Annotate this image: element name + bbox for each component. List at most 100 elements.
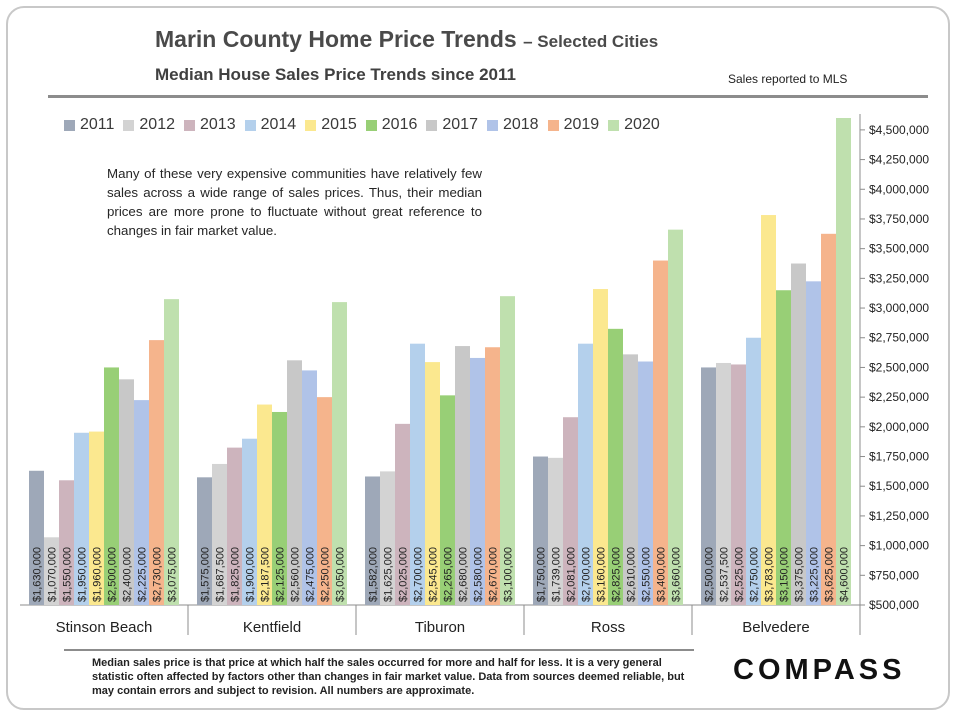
- data-label: $2,025,000: [398, 547, 410, 602]
- y-tick-label: $2,750,000: [869, 331, 929, 345]
- bar-2013: [731, 364, 746, 605]
- bar-2016: [776, 290, 791, 605]
- category-label: Kentfield: [243, 619, 301, 636]
- legend-label-2015: 2015: [321, 116, 357, 133]
- data-label: $1,550,000: [62, 547, 74, 602]
- data-label: $2,550,000: [641, 547, 653, 602]
- y-tick-label: $4,000,000: [869, 182, 929, 196]
- data-label: $3,783,000: [764, 547, 776, 602]
- data-label: $3,625,000: [824, 547, 836, 602]
- y-tick-label: $4,250,000: [869, 153, 929, 167]
- data-label: $2,081,000: [566, 547, 578, 602]
- bar-2015: [257, 404, 272, 605]
- data-label: $1,825,000: [230, 547, 242, 602]
- data-label: $1,750,000: [536, 547, 548, 602]
- y-tick-label: $3,250,000: [869, 271, 929, 285]
- y-tick-label: $2,500,000: [869, 360, 929, 374]
- page-title: Marin County Home Price Trends – Selecte…: [155, 26, 658, 53]
- legend-swatch-2017: [426, 119, 438, 131]
- data-label: $2,580,000: [473, 547, 485, 602]
- bar-2020: [836, 118, 851, 605]
- legend-label-2018: 2018: [502, 116, 539, 133]
- legend-label-2019: 2019: [563, 116, 600, 133]
- data-label: $2,610,000: [626, 547, 638, 602]
- bar-2011: [701, 367, 716, 605]
- legend-item-2012: 2012: [123, 116, 175, 134]
- bar-2015: [593, 289, 608, 605]
- data-label: $2,500,000: [704, 547, 716, 602]
- header-divider: [48, 95, 928, 98]
- footer-divider: [64, 649, 694, 651]
- bar-2018: [134, 400, 149, 605]
- y-tick-label: $3,500,000: [869, 242, 929, 256]
- data-label: $1,630,000: [32, 547, 44, 602]
- legend-swatch-2013: [184, 119, 195, 131]
- slide-frame: [6, 6, 950, 710]
- legend-label-2014: 2014: [260, 116, 297, 133]
- data-label: $2,400,000: [122, 547, 134, 602]
- legend-item-2019: 2019: [547, 116, 600, 134]
- legend-label-2013: 2013: [200, 116, 236, 133]
- data-label: $2,560,000: [290, 547, 302, 602]
- data-label: $1,960,000: [92, 547, 104, 602]
- legend-swatch-2015: [305, 119, 317, 131]
- data-label: $1,687,500: [215, 547, 227, 602]
- bar-2014: [746, 337, 761, 605]
- data-label: $3,075,000: [167, 547, 179, 602]
- bar-2016: [272, 411, 287, 605]
- bar-2019: [485, 347, 500, 605]
- y-tick-label: $1,750,000: [869, 450, 929, 464]
- legend-label-2012: 2012: [139, 116, 175, 133]
- bar-2014: [74, 432, 89, 605]
- data-label: $3,150,000: [779, 547, 791, 602]
- data-label: $2,825,000: [611, 547, 623, 602]
- y-tick-label: $4,500,000: [869, 123, 929, 137]
- data-label: $2,700,000: [581, 547, 593, 602]
- bar-2016: [104, 367, 119, 605]
- bar-2012: [548, 457, 563, 605]
- bar-2018: [638, 361, 653, 605]
- data-label: $3,100,000: [503, 547, 515, 602]
- bar-2012: [716, 362, 731, 605]
- legend-item-2020: 2020: [608, 116, 660, 134]
- bar-2012: [380, 471, 395, 605]
- bar-2015: [89, 431, 104, 605]
- bar-2011: [533, 456, 548, 605]
- sales-note: Sales reported to MLS: [728, 72, 848, 86]
- bar-2013: [563, 417, 578, 605]
- legend-item-2018: 2018: [486, 116, 539, 134]
- title-suffix: – Selected Cities: [523, 32, 659, 51]
- y-tick-label: $1,250,000: [869, 509, 929, 523]
- bar-2014: [578, 343, 593, 605]
- bar-2013: [227, 447, 242, 605]
- y-tick-label: $1,000,000: [869, 539, 929, 553]
- legend-label-2011: 2011: [80, 116, 115, 133]
- bar-2018: [470, 357, 485, 605]
- data-label: $2,187,500: [260, 547, 272, 602]
- bar-2012: [44, 537, 59, 605]
- chart-legend: 2011 2012 2013 2014 2015 2016 2017 2018 2019 2020: [64, 116, 669, 134]
- bar-2014: [410, 343, 425, 605]
- bar-2013: [395, 423, 410, 605]
- data-label: $3,225,000: [809, 547, 821, 602]
- data-label: $1,625,000: [383, 547, 395, 602]
- title-main: Marin County Home Price Trends: [155, 26, 517, 52]
- bar-2015: [425, 362, 440, 605]
- chart-annotation: Many of these very expensive communities…: [107, 164, 482, 240]
- data-label: $2,537,500: [719, 547, 731, 602]
- page-subtitle: Median House Sales Price Trends since 20…: [155, 65, 516, 84]
- bar-2016: [440, 395, 455, 605]
- y-tick-label: $3,000,000: [869, 301, 929, 315]
- data-label: $2,680,000: [458, 547, 470, 602]
- bar-2011: [29, 470, 44, 605]
- bar-2019: [821, 233, 836, 605]
- bar-2017: [623, 354, 638, 605]
- y-tick-label: $1,500,000: [869, 479, 929, 493]
- bar-2016: [608, 328, 623, 605]
- bar-2020: [164, 299, 179, 605]
- data-label: $1,582,000: [368, 547, 380, 602]
- data-label: $1,739,000: [551, 547, 563, 602]
- legend-swatch-2016: [365, 119, 377, 131]
- data-label: $2,545,000: [428, 547, 440, 602]
- bar-2019: [149, 340, 164, 605]
